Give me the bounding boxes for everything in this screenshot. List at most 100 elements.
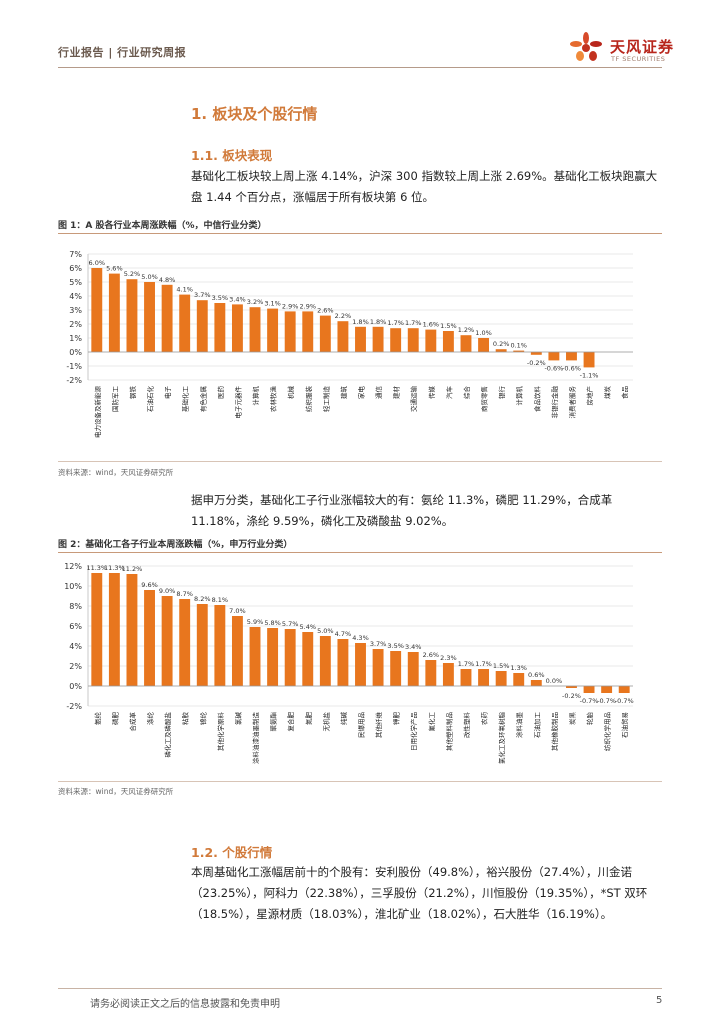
- category-label: 锦纶: [198, 712, 207, 726]
- chart-bar: [161, 596, 173, 686]
- chart-bar: [583, 686, 595, 693]
- data-label: 1.7%: [458, 660, 475, 668]
- category-label: 氮肥: [304, 712, 313, 726]
- category-label: 机械: [286, 386, 295, 400]
- chart-bar: [196, 604, 208, 686]
- category-label: 纺织服装: [304, 386, 313, 413]
- chart-bar: [495, 349, 507, 352]
- data-label: 4.1%: [176, 286, 193, 294]
- data-label: 9.6%: [141, 581, 158, 589]
- data-label: 0.6%: [528, 671, 545, 679]
- category-label: 食品: [620, 386, 629, 399]
- chart-bar: [583, 352, 595, 368]
- chart-bar: [91, 268, 103, 352]
- chart-bar: [442, 331, 454, 352]
- data-label: 0.2%: [493, 340, 510, 348]
- category-label: 食品饮料: [532, 386, 541, 413]
- data-label: -0.7%: [580, 697, 599, 705]
- chart-bar: [566, 352, 577, 361]
- chart-bar: [355, 326, 366, 352]
- chart-bar: [302, 632, 314, 686]
- category-label: 石油加工: [532, 712, 541, 739]
- data-label: -0.6%: [562, 364, 581, 372]
- chart-bar: [478, 338, 490, 352]
- category-label: 消费者服务: [567, 386, 576, 419]
- data-label: 5.8%: [264, 619, 281, 627]
- figure2-bottom-rule: [58, 781, 662, 782]
- data-label: 3.1%: [264, 300, 281, 308]
- figure2-source: 资料来源：wind，天风证券研究所: [58, 787, 174, 796]
- category-label: 综合: [462, 386, 471, 400]
- sector-paragraph: 基础化工板块较上周上涨 4.14%，沪深 300 指数较上周上涨 2.69%。基…: [191, 169, 658, 204]
- data-label: 1.5%: [440, 322, 457, 330]
- data-label: 5.4%: [300, 623, 317, 631]
- data-label: 3.5%: [387, 642, 404, 650]
- data-label: 1.3%: [510, 664, 527, 672]
- chart-bar: [214, 605, 226, 686]
- category-label: 磷肥: [110, 712, 119, 726]
- chart-bar: [231, 616, 243, 686]
- data-label: 0.1%: [510, 342, 527, 350]
- data-label: 3.5%: [212, 294, 229, 302]
- data-label: 5.0%: [317, 627, 334, 635]
- category-label: 国防军工: [110, 386, 119, 413]
- y-tick-label: -2%: [66, 702, 82, 711]
- category-label: 涂料油墨: [515, 712, 524, 739]
- chart-bar: [91, 573, 103, 686]
- category-label: 轻工制造: [321, 386, 330, 413]
- category-label: 其他化学原料: [216, 712, 225, 752]
- data-label: 1.5%: [493, 662, 510, 670]
- chart-bar: [126, 574, 138, 686]
- chart-bar: [372, 326, 384, 352]
- logo-text: 天风证券: [610, 38, 675, 56]
- report-header-label: 行业报告 | 行业研究周报: [58, 46, 187, 59]
- chart-bar: [196, 300, 208, 352]
- category-label: 银行: [497, 386, 506, 400]
- category-label: 民爆用品: [357, 712, 366, 738]
- category-label: 氟化工: [427, 712, 436, 732]
- y-tick-label: 12%: [64, 562, 82, 571]
- figure2-top-rule: [58, 552, 662, 553]
- chart-bar: [126, 279, 138, 352]
- data-label: 3.7%: [370, 640, 387, 648]
- data-label: 3.4%: [405, 643, 422, 651]
- chart-bar: [267, 308, 279, 352]
- chart-bar: [337, 321, 349, 352]
- category-label: 氨纶: [93, 712, 102, 726]
- chart-bar: [319, 636, 331, 686]
- data-label: 6.0%: [89, 259, 106, 267]
- data-label: 8.1%: [212, 596, 229, 604]
- category-label: 商贸零售: [480, 386, 489, 412]
- chart-bar: [566, 686, 577, 688]
- chart-bar: [407, 652, 419, 686]
- category-label: 计算机: [251, 386, 260, 406]
- chart-bar: [478, 669, 490, 686]
- data-label: 11.3%: [104, 564, 125, 572]
- data-label: 3.7%: [194, 291, 211, 299]
- data-label: 1.7%: [405, 319, 422, 327]
- category-label: 涤纶: [146, 712, 155, 726]
- category-label: 石油贸易: [620, 712, 629, 738]
- chart-bar: [530, 352, 542, 355]
- data-label: 3.2%: [247, 298, 264, 306]
- chart-bar: [513, 350, 525, 352]
- data-label: 7.0%: [229, 607, 246, 615]
- data-label: 4.3%: [352, 634, 369, 642]
- chart-bar: [179, 294, 191, 352]
- y-tick-label: 4%: [69, 642, 82, 651]
- category-label: 钢铁: [128, 386, 137, 400]
- category-label: 传媒: [427, 386, 436, 400]
- figure2-chart: -2% 0% 2% 4% 6% 8% 10% 12% 11.3% 氨纶 11.3% 磷肥 11.2% 合成…: [64, 562, 633, 764]
- category-label: 建材: [392, 386, 401, 400]
- y-tick-label: 3%: [69, 306, 82, 315]
- data-label: 1.7%: [387, 319, 404, 327]
- category-label: 日用化学产品: [409, 712, 418, 751]
- category-label: 纯碱: [339, 712, 348, 726]
- data-label: 5.6%: [106, 265, 123, 273]
- chart-bar: [144, 282, 155, 352]
- y-tick-label: 8%: [69, 602, 82, 611]
- chart-bar: [601, 686, 613, 693]
- category-label: 粘胶: [181, 712, 190, 726]
- data-label: -0.2%: [527, 359, 546, 367]
- figure2-title: 图 2：基础化工各子行业本周涨跌幅（%，申万行业分类）: [58, 540, 293, 550]
